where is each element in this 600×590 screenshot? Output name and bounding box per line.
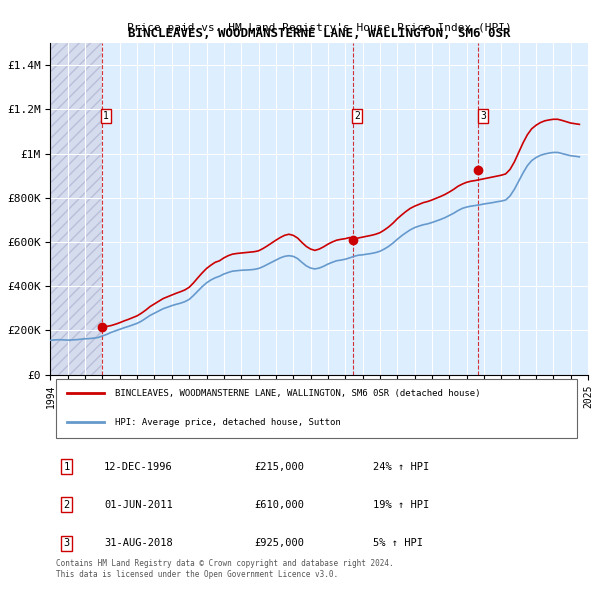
Text: 01-JUN-2011: 01-JUN-2011 bbox=[104, 500, 173, 510]
Text: 24% ↑ HPI: 24% ↑ HPI bbox=[373, 461, 429, 471]
Text: 3: 3 bbox=[480, 111, 486, 121]
Text: HPI: Average price, detached house, Sutton: HPI: Average price, detached house, Sutt… bbox=[115, 418, 341, 427]
Text: £215,000: £215,000 bbox=[255, 461, 305, 471]
Text: Price paid vs. HM Land Registry's House Price Index (HPI): Price paid vs. HM Land Registry's House … bbox=[127, 23, 512, 33]
Text: 5% ↑ HPI: 5% ↑ HPI bbox=[373, 538, 423, 548]
Text: Contains HM Land Registry data © Crown copyright and database right 2024.
This d: Contains HM Land Registry data © Crown c… bbox=[56, 559, 394, 579]
Bar bbox=[50, 43, 101, 375]
Text: BINCLEAVES, WOODMANSTERNE LANE, WALLINGTON, SM6 0SR (detached house): BINCLEAVES, WOODMANSTERNE LANE, WALLINGT… bbox=[115, 389, 481, 398]
FancyBboxPatch shape bbox=[56, 379, 577, 438]
Text: 12-DEC-1996: 12-DEC-1996 bbox=[104, 461, 173, 471]
Text: 3: 3 bbox=[64, 538, 70, 548]
Text: £610,000: £610,000 bbox=[255, 500, 305, 510]
Title: BINCLEAVES, WOODMANSTERNE LANE, WALLINGTON, SM6 0SR: BINCLEAVES, WOODMANSTERNE LANE, WALLINGT… bbox=[128, 28, 511, 41]
Text: 19% ↑ HPI: 19% ↑ HPI bbox=[373, 500, 429, 510]
Text: 1: 1 bbox=[64, 461, 70, 471]
Text: 2: 2 bbox=[64, 500, 70, 510]
Text: 2: 2 bbox=[354, 111, 360, 121]
Text: £925,000: £925,000 bbox=[255, 538, 305, 548]
Text: 31-AUG-2018: 31-AUG-2018 bbox=[104, 538, 173, 548]
Bar bbox=[50, 43, 101, 375]
Text: 1: 1 bbox=[103, 111, 109, 121]
